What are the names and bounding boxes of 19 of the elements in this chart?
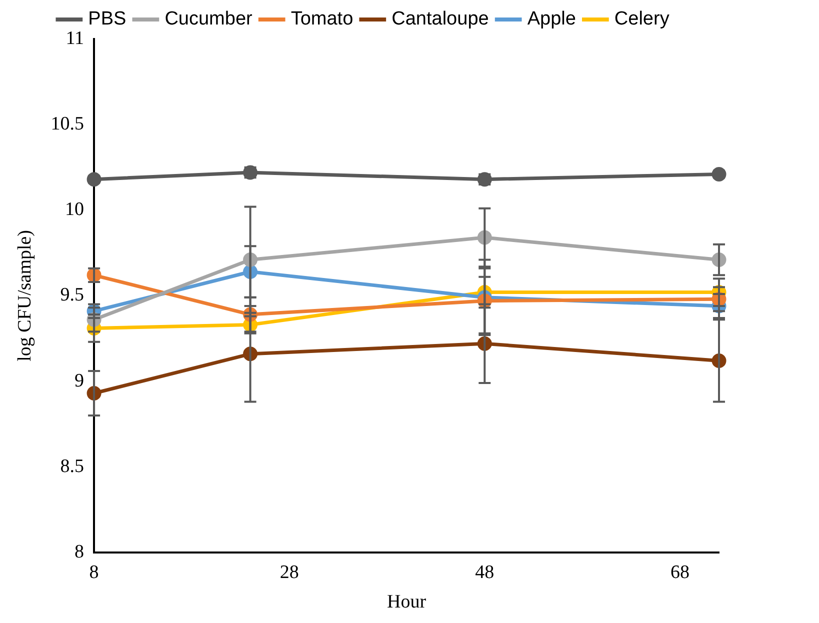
y-tick-label: 11 (66, 28, 84, 49)
x-tick-label: 68 (670, 562, 690, 583)
legend-label: PBS (88, 8, 126, 30)
legend-label: Tomato (290, 8, 354, 30)
x-axis-title: Hour (386, 592, 427, 613)
y-tick-label: 8 (74, 541, 84, 562)
x-tick-label: 8 (89, 562, 99, 583)
y-tick-label: 10 (65, 199, 84, 220)
y-tick-label: 9.5 (60, 284, 84, 306)
legend-label: Cucumber (164, 8, 254, 30)
y-axis-title: log CFU/sample) (14, 230, 36, 362)
y-tick-label: 9 (74, 370, 84, 392)
y-tick-label: 8.5 (60, 456, 84, 477)
x-tick-label: 48 (475, 562, 494, 583)
legend-label: Apple (527, 8, 576, 30)
legend-label: Cantaloupe (392, 8, 489, 30)
x-tick-label: 28 (280, 562, 299, 583)
y-tick-label: 10.5 (50, 114, 84, 135)
legend-label: Celery (614, 8, 670, 30)
